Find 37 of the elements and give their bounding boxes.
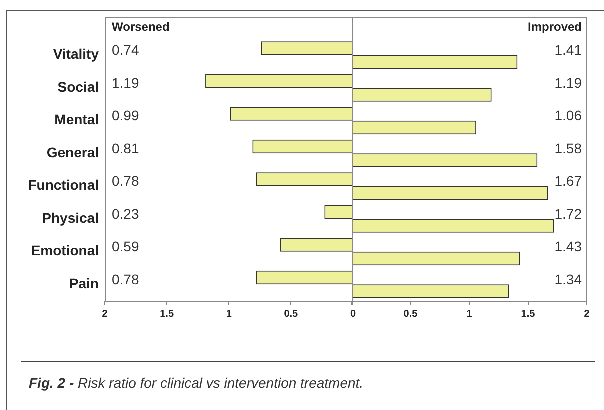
x-tick-label: 0.5 xyxy=(284,308,299,320)
y-tick-label: Functional xyxy=(28,177,99,194)
data-label: 0.78 xyxy=(112,173,140,190)
data-label: 1.41 xyxy=(554,42,582,58)
y-tick-label: Social xyxy=(58,78,99,95)
y-tick-label: Mental xyxy=(54,112,99,128)
data-label: 1.43 xyxy=(554,238,582,255)
data-label: 0.99 xyxy=(112,108,140,124)
x-tick-label: 0 xyxy=(350,308,356,320)
data-label: 1.58 xyxy=(554,140,582,156)
caption: Fig. 2 - xyxy=(29,375,74,391)
y-tick-label: Physical xyxy=(42,210,99,226)
x-tick-label: 1 xyxy=(466,308,473,320)
data-label: 0.78 xyxy=(112,271,140,288)
annotation: Improved xyxy=(528,20,582,34)
data-label: 1.19 xyxy=(554,74,582,91)
y-tick-label: Pain xyxy=(69,275,99,292)
text: Risk ratio for clinical vs intervention treatment. xyxy=(78,375,364,391)
x-tick-label: 1.5 xyxy=(522,308,536,320)
y-tick-label: Vitality xyxy=(53,46,100,62)
x-tick-label: 2 xyxy=(102,308,108,320)
y-tick-label: Emotional xyxy=(31,242,99,259)
data-label: 1.72 xyxy=(554,206,582,222)
x-tick-label: 1.5 xyxy=(160,308,174,320)
x-tick-label: 0.5 xyxy=(404,308,418,320)
annotation: Worsened xyxy=(112,20,170,34)
data-label: 0.81 xyxy=(112,140,140,156)
x-tick-label: 1 xyxy=(226,308,232,320)
data-label: 1.19 xyxy=(112,74,140,91)
data-label: 0.59 xyxy=(112,238,140,255)
y-tick-label: General xyxy=(46,144,99,160)
data-label: 1.06 xyxy=(554,108,582,124)
data-label: 0.74 xyxy=(112,42,140,58)
data-label: 0.23 xyxy=(112,206,140,222)
data-label: 1.34 xyxy=(554,271,582,288)
data-label: 1.67 xyxy=(554,173,582,190)
x-tick-label: 2 xyxy=(584,308,590,320)
